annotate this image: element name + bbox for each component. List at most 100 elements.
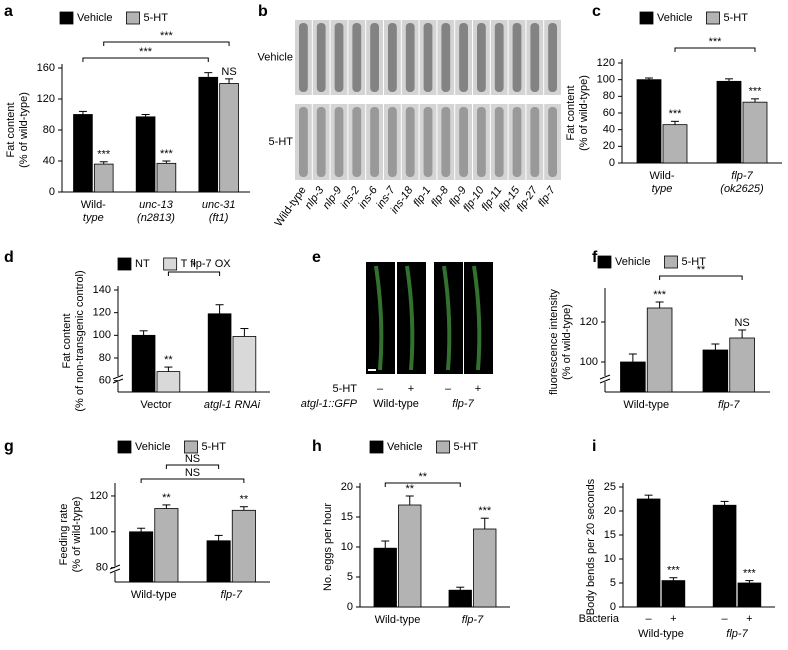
bar (712, 504, 737, 608)
worm (388, 107, 397, 177)
bar (131, 334, 156, 393)
worm (352, 107, 362, 177)
x-tick-label: Wild-type (375, 614, 421, 626)
panel-letter: i (592, 438, 596, 455)
worm (405, 107, 415, 177)
worm (477, 23, 486, 92)
bracket (384, 482, 461, 487)
bar (156, 162, 177, 193)
y-axis-label: No. eggs per hour (322, 503, 334, 591)
bar (231, 509, 256, 583)
y-tick-label: 80 (96, 562, 108, 574)
y-tick-label: 0 (347, 601, 353, 613)
series-label: – (646, 613, 653, 625)
significance: NS (734, 317, 749, 329)
bracket-label: * (192, 260, 197, 272)
x-tick-label: Wild- (81, 199, 106, 211)
legend-swatch (126, 11, 140, 25)
y-tick-label: 0 (609, 157, 615, 169)
bracket-label: NS (185, 453, 200, 465)
y-axis-label: (% of non-transgenic control) (74, 270, 86, 411)
x-tick-label: type (83, 212, 104, 224)
bar (729, 337, 755, 393)
axis-break-gap (113, 376, 123, 382)
bar (636, 79, 662, 164)
treatment-sign: + (408, 383, 414, 395)
bracket-label: ** (697, 264, 706, 276)
x-tick-label: flp-7 (462, 614, 484, 626)
worm (316, 23, 326, 92)
bracket-label: *** (160, 30, 174, 42)
treatment-sign: + (475, 383, 481, 395)
column-label: flp-1 (411, 185, 433, 209)
legend-swatch (117, 440, 132, 454)
y-tick-label: 120 (597, 57, 615, 69)
series-label: – (722, 613, 729, 625)
gfp-worm (374, 265, 384, 371)
legend-swatch (597, 255, 612, 269)
y-tick-label: 80 (99, 352, 111, 364)
y-tick-label: 5 (347, 571, 353, 583)
significance: *** (749, 86, 763, 98)
significance: *** (743, 568, 757, 580)
legend-label: Vehicle (615, 256, 650, 268)
legend-swatch (184, 440, 198, 454)
bar (646, 307, 673, 393)
y-axis-label: Fat content (5, 102, 17, 157)
gfp-worm (472, 265, 482, 371)
y-tick-label: 120 (37, 93, 55, 105)
legend-label: NT (135, 258, 150, 270)
x-tick-label: flp-7 (221, 589, 243, 601)
y-axis-label: Body bends per 20 seconds (585, 478, 597, 615)
column-label: nlp-9 (320, 185, 344, 212)
bracket (82, 57, 209, 62)
column-label: ins-2 (339, 185, 363, 211)
x-tick-label: flp-7 (731, 170, 753, 182)
worm (370, 107, 379, 177)
legend-label: 5-HT (143, 12, 168, 24)
legend-swatch (59, 11, 74, 25)
bar (206, 540, 231, 583)
y-axis-label: (% of wild-type) (18, 92, 30, 168)
bar (93, 163, 114, 193)
worm (494, 107, 504, 177)
y-tick-label: 40 (43, 155, 55, 167)
y-tick-label: 20 (341, 481, 353, 493)
column-label: Wild-type (273, 185, 309, 229)
bracket (659, 275, 743, 280)
bracket (674, 47, 756, 52)
y-axis-label: Feeding rate (58, 504, 70, 566)
y-axis-label: Fat content (565, 85, 577, 140)
significance: *** (160, 148, 174, 160)
bar (207, 313, 232, 393)
x-tick-label: Wild-type (638, 628, 684, 640)
significance: ** (240, 494, 249, 506)
y-axis-label: (% of wild-type) (578, 75, 590, 151)
y-tick-label: 100 (597, 74, 615, 86)
column-label: flp-27 (515, 184, 541, 214)
y-tick-label: 100 (93, 329, 111, 341)
panel-letter: f (592, 249, 598, 266)
panel-letter: g (4, 438, 14, 455)
y-axis-label: Fat content (61, 313, 73, 368)
worm (405, 23, 415, 92)
significance: ** (162, 492, 171, 504)
significance: *** (653, 289, 667, 301)
y-tick-label: 40 (603, 124, 615, 136)
strain-label: flp-7 (452, 398, 474, 410)
y-axis-label: (% of wild-type) (561, 304, 573, 380)
x-tick-label: unc-31 (202, 199, 236, 211)
x-sublabel: Bacteria (579, 613, 620, 625)
y-tick-label: 20 (604, 505, 616, 517)
panel-letter: e (312, 249, 321, 266)
y-tick-label: 10 (341, 541, 353, 553)
bar (73, 114, 93, 193)
bracket (167, 271, 221, 276)
y-tick-label: 100 (580, 356, 598, 368)
worm (334, 23, 344, 92)
panel-letter: h (312, 438, 322, 455)
worm (423, 23, 433, 92)
legend-swatch (117, 257, 132, 271)
gfp-worm (405, 265, 415, 371)
